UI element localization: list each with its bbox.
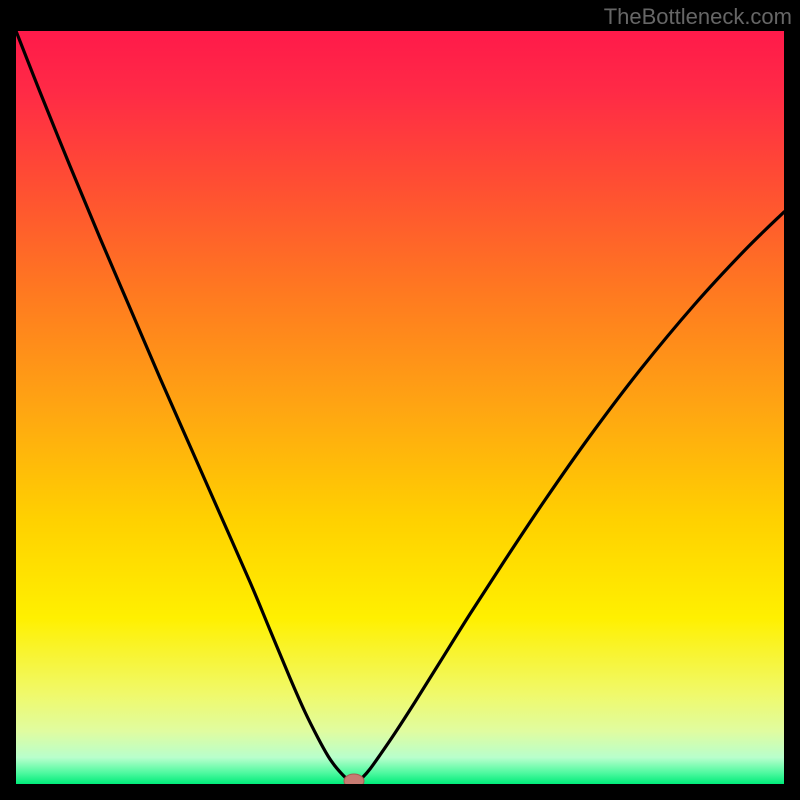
- gradient-background: [16, 31, 784, 784]
- bottleneck-chart: [0, 0, 800, 800]
- chart-container: TheBottleneck.com: [0, 0, 800, 800]
- watermark-text: TheBottleneck.com: [604, 4, 792, 30]
- optimum-marker: [344, 774, 364, 788]
